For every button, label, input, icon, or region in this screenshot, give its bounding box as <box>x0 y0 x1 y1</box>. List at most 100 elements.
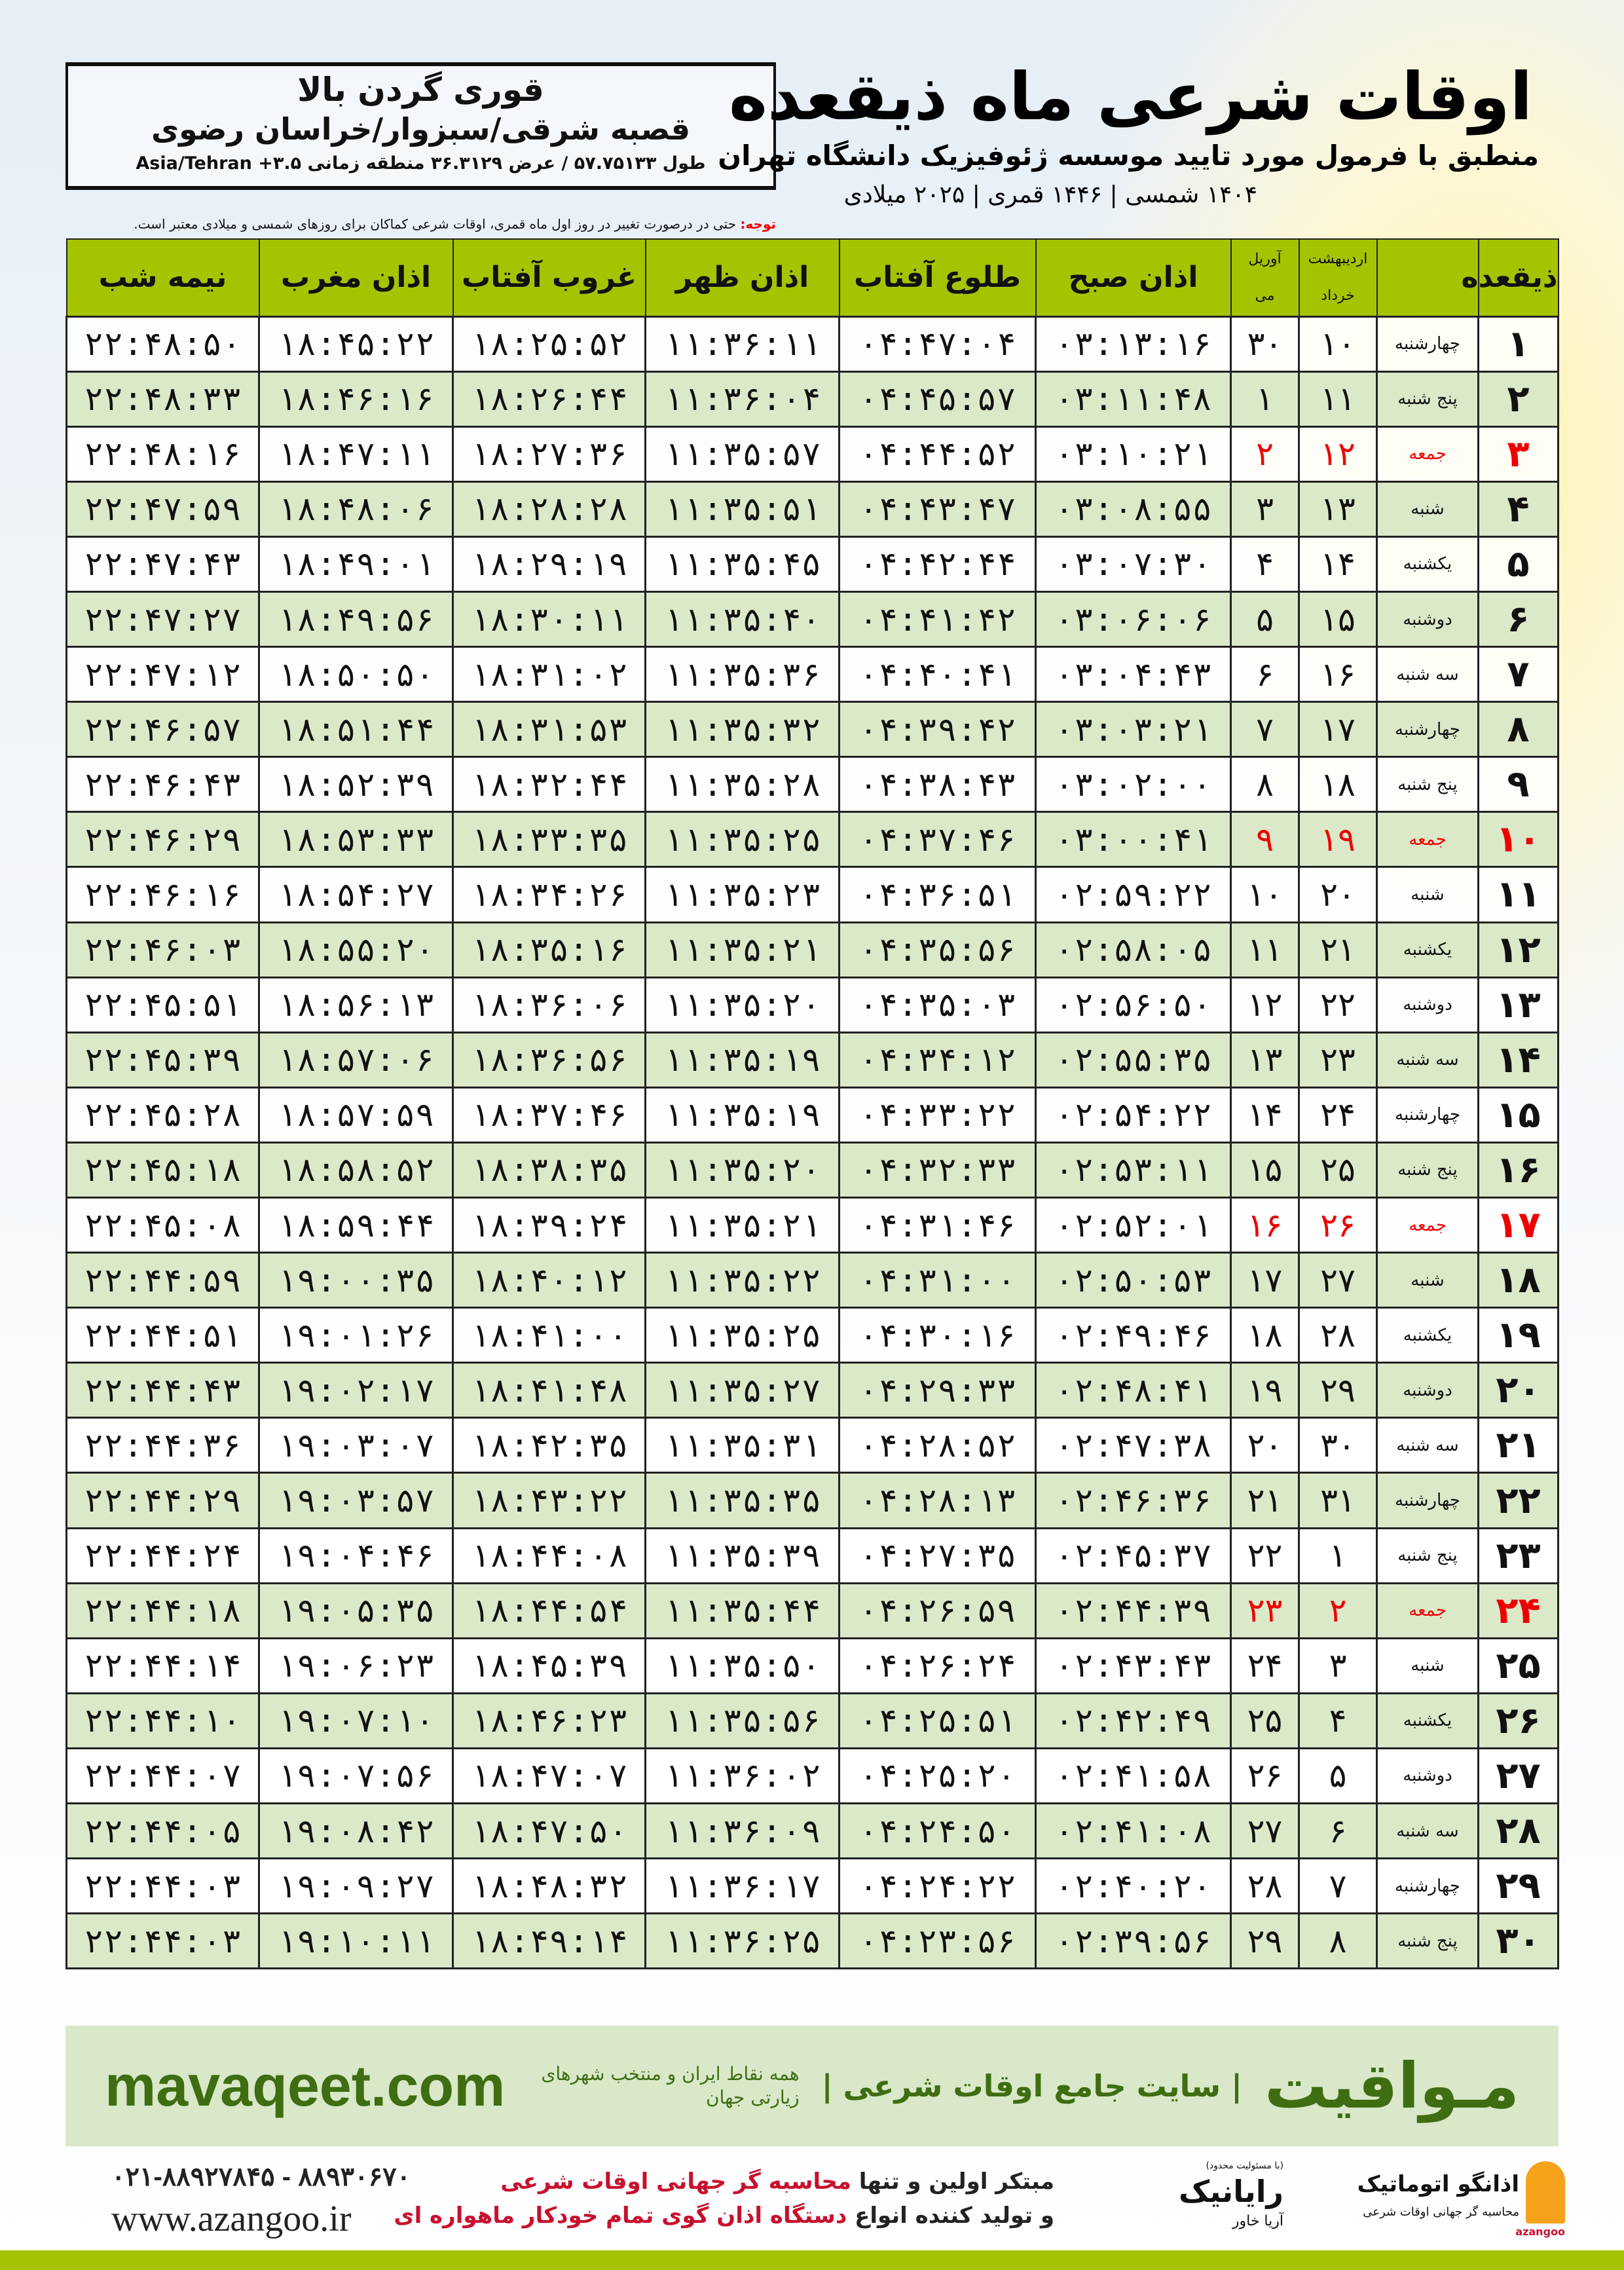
miladi-date: ۲۵ <box>1230 1692 1300 1749</box>
midnight-time: ۲۲:۴۴:۱۴ <box>65 1637 260 1694</box>
rayanik-sub: آریا خاور <box>1232 2213 1283 2229</box>
header-shamsi-top: اردیبهشت <box>1308 250 1368 267</box>
sunrise-time: ۰۴:۲۴:۲۲ <box>838 1857 1037 1915</box>
maghrib-time: ۱۹:۰۹:۲۷ <box>258 1857 454 1915</box>
weekday: چهارشنبه <box>1376 1472 1479 1529</box>
shamsi-date: ۲۰ <box>1298 866 1378 923</box>
miladi-date: ۲۴ <box>1230 1637 1300 1694</box>
header-midnight: نیمه شب <box>65 238 260 317</box>
table-row: ۳۰ پنج شنبه ۸ ۲۹ ۰۲:۳۹:۵۶ ۰۴:۲۳:۵۶ ۱۱:۳۶:۲۵ ۱۸:… <box>65 1912 1559 1970</box>
sunset-time: ۱۸:۴۲:۳۵ <box>452 1417 646 1474</box>
shamsi-date: ۲۲ <box>1298 976 1378 1033</box>
shamsi-date: ۲۴ <box>1298 1086 1378 1144</box>
miladi-date: ۱۴ <box>1230 1086 1300 1144</box>
weekday: شنبه <box>1376 866 1479 923</box>
fajr-time: ۰۳:۰۲:۰۰ <box>1035 756 1232 813</box>
dhuhr-time: ۱۱:۳۵:۳۶ <box>644 646 840 703</box>
dhuhr-time: ۱۱:۳۵:۴۰ <box>644 590 840 648</box>
fajr-time: ۰۳:۱۱:۴۸ <box>1035 370 1232 428</box>
dhuhr-time: ۱۱:۳۵:۴۵ <box>644 535 840 593</box>
weekday: یکشنبه <box>1376 535 1479 593</box>
table-row: ۲۵ شنبه ۳ ۲۴ ۰۲:۴۳:۴۳ ۰۴:۲۶:۲۴ ۱۱:۳۵:۵۰ ۱۸:۴۵:۳… <box>65 1637 1559 1694</box>
sunrise-time: ۰۴:۳۱:۴۶ <box>838 1196 1037 1254</box>
day-number: ۶ <box>1477 590 1559 648</box>
dhuhr-time: ۱۱:۳۵:۴۴ <box>644 1582 840 1639</box>
footer-line1-b: محاسبه گر جهانی اوقات شرعی <box>500 2168 851 2195</box>
midnight-time: ۲۲:۴۷:۱۲ <box>65 646 260 703</box>
shamsi-date: ۱ <box>1298 1527 1378 1584</box>
dhuhr-time: ۱۱:۳۵:۲۱ <box>644 1196 840 1254</box>
fajr-time: ۰۲:۵۶:۵۰ <box>1035 976 1232 1033</box>
dhuhr-time: ۱۱:۳۵:۲۵ <box>644 811 840 868</box>
midnight-time: ۲۲:۴۴:۰۷ <box>65 1747 260 1805</box>
sunset-time: ۱۸:۴۶:۲۳ <box>452 1692 646 1749</box>
table-row: ۱۸ شنبه ۲۷ ۱۷ ۰۲:۵۰:۵۳ ۰۴:۳۱:۰۰ ۱۱:۳۵:۲۲ ۱۸:۴۰:… <box>65 1252 1559 1309</box>
sunset-time: ۱۸:۴۴:۵۴ <box>452 1582 646 1639</box>
table-row: ۲۴ جمعه ۲ ۲۳ ۰۲:۴۴:۳۹ ۰۴:۲۶:۵۹ ۱۱:۳۵:۴۴ ۱۸:۴۴:۵… <box>65 1582 1559 1639</box>
sunset-time: ۱۸:۲۵:۵۲ <box>452 315 646 373</box>
sunrise-time: ۰۴:۴۳:۴۷ <box>838 480 1037 538</box>
maghrib-time: ۱۸:۴۸:۰۶ <box>258 480 454 538</box>
fajr-time: ۰۲:۴۲:۴۹ <box>1035 1692 1232 1749</box>
weekday: پنج شنبه <box>1376 1141 1479 1199</box>
sunrise-time: ۰۴:۴۵:۵۷ <box>838 370 1037 428</box>
dhuhr-time: ۱۱:۳۶:۰۲ <box>644 1747 840 1805</box>
midnight-time: ۲۲:۴۴:۵۹ <box>65 1252 260 1309</box>
midnight-time: ۲۲:۴۵:۰۸ <box>65 1196 260 1254</box>
fajr-time: ۰۲:۴۱:۰۸ <box>1035 1802 1232 1860</box>
midnight-time: ۲۲:۴۴:۴۳ <box>65 1362 260 1419</box>
miladi-date: ۱۰ <box>1230 866 1300 923</box>
weekday: دوشنبه <box>1376 1747 1479 1805</box>
sunrise-time: ۰۴:۲۵:۲۰ <box>838 1747 1037 1805</box>
weekday: سه شنبه <box>1376 1802 1479 1860</box>
shamsi-date: ۲۳ <box>1298 1031 1378 1088</box>
fajr-time: ۰۲:۵۴:۲۲ <box>1035 1086 1232 1144</box>
weekday: یکشنبه <box>1376 921 1479 978</box>
table-row: ۲۷ دوشنبه ۵ ۲۶ ۰۲:۴۱:۵۸ ۰۴:۲۵:۲۰ ۱۱:۳۶:۰۲ ۱۸:۴۷… <box>65 1747 1559 1805</box>
shamsi-date: ۶ <box>1298 1802 1378 1860</box>
weekday: جمعه <box>1376 1582 1479 1639</box>
midnight-time: ۲۲:۴۴:۳۶ <box>65 1417 260 1474</box>
table-row: ۱۴ سه شنبه ۲۳ ۱۳ ۰۲:۵۵:۳۵ ۰۴:۳۴:۱۲ ۱۱:۳۵:۱۹ ۱۸:… <box>65 1031 1559 1088</box>
miladi-date: ۱ <box>1230 370 1300 428</box>
miladi-date: ۶ <box>1230 646 1300 703</box>
miladi-date: ۱۲ <box>1230 976 1300 1033</box>
shamsi-date: ۷ <box>1298 1857 1378 1915</box>
midnight-time: ۲۲:۴۷:۲۷ <box>65 590 260 648</box>
header-shamsi-bottom: خرداد <box>1321 287 1355 304</box>
dhuhr-time: ۱۱:۳۵:۵۱ <box>644 480 840 538</box>
table-row: ۴ شنبه ۱۳ ۳ ۰۳:۰۸:۵۵ ۰۴:۴۳:۴۷ ۱۱:۳۵:۵۱ ۱۸:۲۸:۲۸… <box>65 480 1559 538</box>
maghrib-time: ۱۸:۵۶:۱۳ <box>258 976 454 1033</box>
miladi-date: ۱۹ <box>1230 1362 1300 1419</box>
miladi-date: ۵ <box>1230 590 1300 648</box>
maghrib-time: ۱۸:۵۱:۴۴ <box>258 701 454 758</box>
table-row: ۱۲ یکشنبه ۲۱ ۱۱ ۰۲:۵۸:۰۵ ۰۴:۳۵:۵۶ ۱۱:۳۵:۲۱ ۱۸:۳… <box>65 921 1559 978</box>
phone-numbers: ۰۲۱-۸۸۹۲۷۸۴۵ - ۸۸۹۳۰۶۷۰ <box>111 2163 411 2191</box>
footer-website[interactable]: www.azangoo.ir <box>111 2199 352 2239</box>
midnight-time: ۲۲:۴۴:۵۱ <box>65 1307 260 1364</box>
shamsi-date: ۸ <box>1298 1912 1378 1970</box>
sunrise-time: ۰۴:۲۶:۵۹ <box>838 1582 1037 1639</box>
dhuhr-time: ۱۱:۳۵:۵۷ <box>644 425 840 483</box>
day-number: ۸ <box>1477 701 1559 758</box>
note-label: توجه: <box>740 216 776 232</box>
shamsi-date: ۱۲ <box>1298 425 1378 483</box>
fajr-time: ۰۲:۴۷:۳۸ <box>1035 1417 1232 1474</box>
banner-website[interactable]: mavaqeet.com <box>105 2053 506 2118</box>
midnight-time: ۲۲:۴۶:۲۹ <box>65 811 260 868</box>
footer-line1-a: مبتکر اولین و تنها <box>851 2168 1054 2195</box>
banner-slogan: | سایت جامع اوقات شرعی | <box>821 2068 1242 2104</box>
azangoo-en: azangoo <box>1515 2225 1565 2238</box>
midnight-time: ۲۲:۴۵:۱۸ <box>65 1141 260 1199</box>
fajr-time: ۰۲:۴۶:۳۶ <box>1035 1472 1232 1529</box>
sunset-time: ۱۸:۴۵:۳۹ <box>452 1637 646 1694</box>
day-number: ۲ <box>1477 370 1559 428</box>
sunrise-time: ۰۴:۴۷:۰۴ <box>838 315 1037 373</box>
sunset-time: ۱۸:۳۵:۱۶ <box>452 921 646 978</box>
fajr-time: ۰۲:۳۹:۵۶ <box>1035 1912 1232 1970</box>
table-row: ۲۳ پنج شنبه ۱ ۲۲ ۰۲:۴۵:۳۷ ۰۴:۲۷:۳۵ ۱۱:۳۵:۳۹ ۱۸:… <box>65 1527 1559 1584</box>
miladi-date: ۲۶ <box>1230 1747 1300 1805</box>
midnight-time: ۲۲:۴۶:۰۳ <box>65 921 260 978</box>
dhuhr-time: ۱۱:۳۵:۵۰ <box>644 1637 840 1694</box>
note: توجه: حتی در درصورت تغییر در روز اول ماه… <box>134 215 776 233</box>
